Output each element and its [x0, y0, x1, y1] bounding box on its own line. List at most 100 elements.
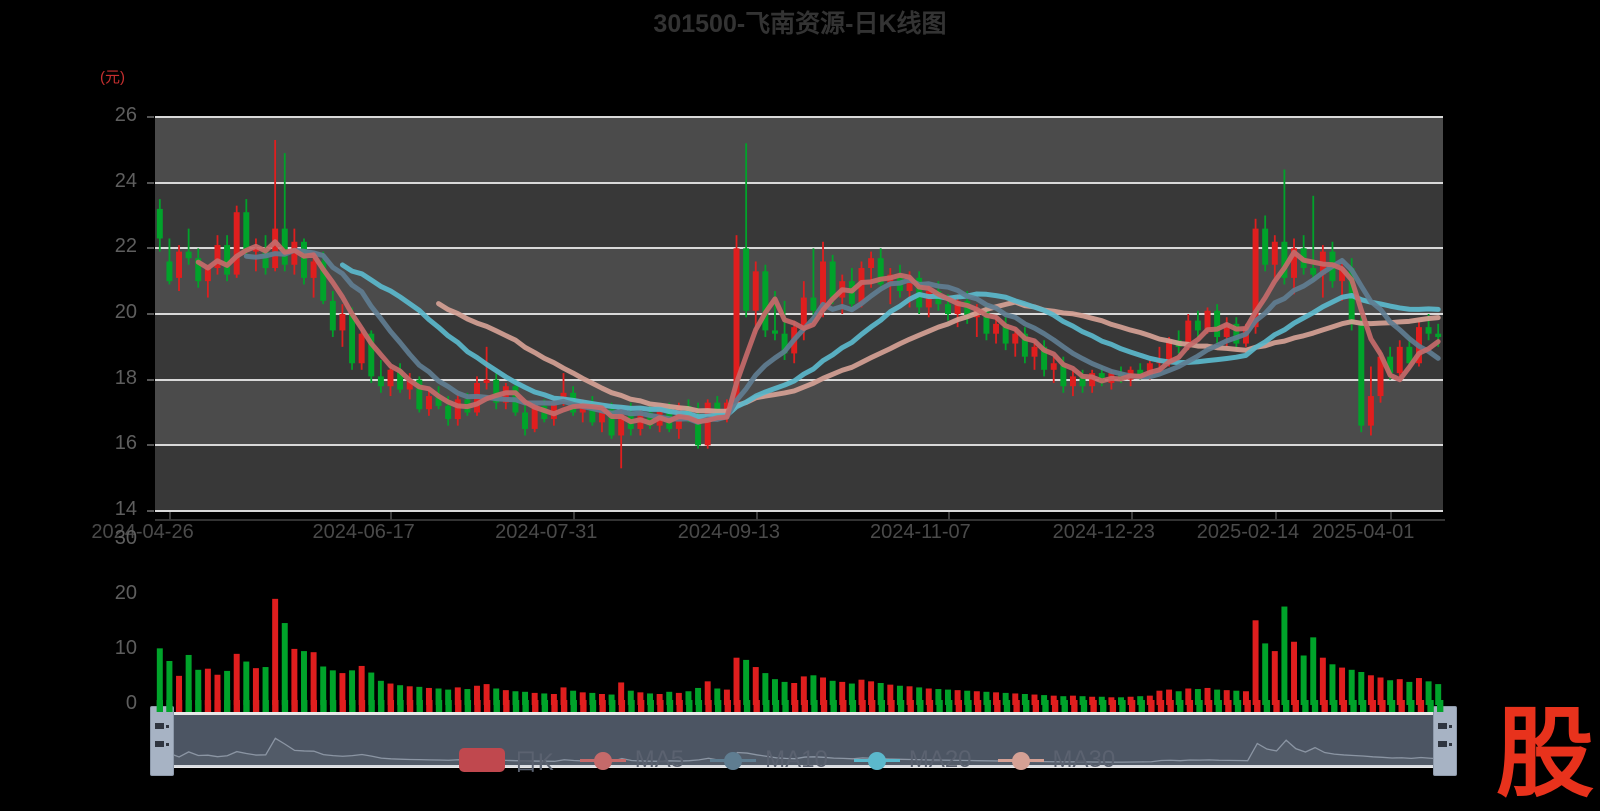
datazoom-candle-tick	[1311, 700, 1319, 712]
datazoom-candle-tick	[1359, 700, 1367, 712]
volume-bar	[887, 684, 894, 705]
datazoom-candle-tick	[955, 700, 963, 712]
datazoom-candle-tick	[1215, 700, 1222, 712]
volume-bar	[1319, 657, 1326, 705]
datazoom-candle-tick	[859, 700, 866, 712]
datazoom-preview-line	[155, 737, 1445, 767]
volume-bar	[195, 669, 202, 705]
date-tick-label: 2024-09-13	[677, 521, 781, 543]
candle-body	[1281, 241, 1288, 278]
datazoom-candle-tick	[676, 700, 683, 712]
datazoom-candle-tick	[166, 700, 173, 712]
volume-bar	[1175, 691, 1182, 705]
datazoom-candle-tick	[1437, 700, 1444, 712]
datazoom-candle-tick	[291, 700, 298, 712]
volume-bar	[1233, 690, 1240, 705]
candle-body	[752, 271, 759, 311]
candle-body	[1367, 396, 1374, 426]
candle-body	[1435, 333, 1442, 337]
volume-bar	[1377, 677, 1384, 705]
volume-bar	[416, 686, 423, 705]
candle-body	[425, 396, 432, 410]
volume-bar	[502, 690, 509, 705]
candle-body	[406, 379, 413, 390]
ma-line	[243, 247, 1441, 425]
candle-body	[522, 412, 529, 429]
datazoom-candle-tick	[869, 700, 876, 712]
candle-body	[214, 245, 221, 269]
candle-body	[1060, 363, 1067, 387]
price-tick-mark	[147, 510, 154, 512]
volume-bar	[656, 694, 663, 705]
candle-body	[820, 261, 827, 311]
candle-body	[1185, 320, 1192, 347]
datazoom-handle-right[interactable]	[1433, 706, 1457, 776]
candle-body	[243, 212, 250, 252]
datazoom-candle-tick	[1225, 700, 1232, 712]
datazoom-handle-left[interactable]	[150, 706, 174, 776]
volume-bar	[1185, 688, 1192, 705]
volume-bar	[262, 667, 269, 705]
ma-line	[339, 262, 1441, 420]
datazoom-candle-tick	[551, 700, 558, 712]
datazoom-candle-tick	[445, 700, 452, 712]
datazoom-slider[interactable]	[155, 712, 1445, 768]
volume-bar	[522, 691, 529, 705]
candle-body	[1396, 346, 1403, 374]
volume-bar	[445, 689, 452, 705]
datazoom-candle-tick	[1350, 700, 1357, 712]
datazoom-candle-tick	[224, 700, 231, 712]
candle-wick	[1283, 169, 1286, 285]
candle-wick	[620, 405, 623, 469]
price-tick-mark	[147, 116, 154, 118]
volume-bar	[1329, 664, 1336, 705]
candle-body	[493, 379, 500, 403]
volume-bar	[1252, 620, 1259, 705]
candle-body	[829, 261, 836, 298]
volume-bar	[858, 679, 865, 705]
candle-body	[233, 212, 240, 275]
candle-body	[195, 258, 202, 282]
datazoom-candle-tick	[329, 700, 337, 712]
volume-bar	[993, 692, 1000, 705]
volume-bar	[848, 683, 855, 705]
volume-bar	[1435, 684, 1442, 705]
datazoom-candle-tick	[599, 700, 606, 712]
datazoom-candle-tick	[1369, 700, 1376, 712]
datazoom-candle-tick	[1023, 700, 1030, 712]
price-tick-label: 26	[114, 104, 137, 126]
datazoom-candle-tick	[397, 700, 404, 712]
datazoom-candle-tick	[1398, 700, 1405, 712]
datazoom-candle-tick	[1100, 700, 1107, 712]
datazoom-candle-tick	[772, 700, 780, 712]
volume-bar	[743, 659, 750, 705]
grid-band	[155, 445, 1443, 511]
volume-bar	[1204, 687, 1211, 705]
volume-bar	[1300, 655, 1307, 705]
volume-bar	[935, 689, 942, 705]
candle-body	[416, 379, 423, 410]
volume-bar	[1262, 643, 1269, 705]
volume-bar	[1425, 681, 1432, 705]
datazoom-candle-tick	[917, 700, 924, 712]
datazoom-candle-tick	[1128, 700, 1136, 712]
candle-body	[1339, 268, 1346, 282]
datazoom-candle-tick	[647, 700, 654, 712]
candle-body	[1214, 310, 1221, 337]
volume-bar	[791, 683, 798, 705]
candle-body	[906, 277, 913, 292]
candle-body	[454, 399, 461, 420]
datazoom-candle-tick	[580, 700, 587, 712]
candle-body	[695, 419, 702, 446]
datazoom-candle-tick	[714, 700, 722, 712]
volume-bar	[224, 670, 231, 705]
datazoom-candle-tick	[455, 700, 462, 712]
datazoom-candle-tick	[801, 700, 808, 712]
candle-body	[858, 268, 865, 305]
datazoom-candle-tick	[994, 700, 1001, 712]
datazoom-candle-tick	[743, 700, 751, 712]
candle-body	[358, 333, 365, 364]
candle-body	[800, 297, 807, 328]
candle-body	[1387, 356, 1394, 374]
datazoom-candle-tick	[695, 700, 703, 712]
